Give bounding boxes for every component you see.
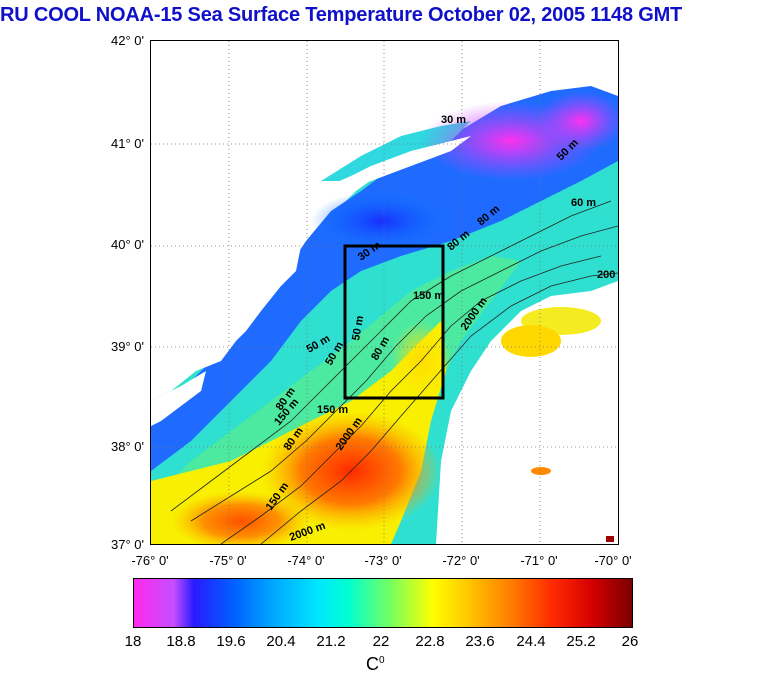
colorbar-tick: 20.4 <box>266 633 296 650</box>
lat-label: 41° 0' <box>111 136 144 151</box>
unit-letter: C <box>366 654 379 674</box>
sst-map: 30 m 50 m 80 m 80 m 60 m 30 m 150 m 50 m… <box>150 40 619 545</box>
land-delmarva <box>151 371 206 426</box>
cold-patch-2 <box>536 91 618 151</box>
colorbar-tick: 21.2 <box>316 633 346 650</box>
bathymetry-contours <box>170 200 618 544</box>
colorbar-tick: 25.2 <box>566 633 596 650</box>
colorbar-tick: 18.8 <box>166 633 196 650</box>
contour-label: 150 m <box>413 290 444 302</box>
lon-label: -70° 0' <box>594 553 632 568</box>
offshore-patch-4 <box>606 536 614 542</box>
contour-label: 150 m <box>317 404 348 416</box>
colorbar-tick: 24.4 <box>516 633 546 650</box>
contour-label: 200 <box>597 269 615 281</box>
colorbar-tick: 18 <box>124 633 142 650</box>
study-area-box <box>343 244 445 400</box>
land-long-island <box>316 136 471 193</box>
lat-label: 42° 0' <box>111 33 144 48</box>
lat-label: 40° 0' <box>111 237 144 252</box>
unit-superscript: 0 <box>379 655 385 666</box>
temperature-colorbar <box>133 578 633 628</box>
nearshore-cool-water <box>151 86 618 471</box>
colorbar-tick: 22.8 <box>415 633 445 650</box>
land-new-england <box>301 41 618 156</box>
lon-label: -75° 0' <box>209 553 247 568</box>
warm-core-2 <box>171 491 311 544</box>
lon-label: -71° 0' <box>520 553 558 568</box>
lon-label: -74° 0' <box>287 553 325 568</box>
lon-label: -72° 0' <box>442 553 480 568</box>
colorbar-tick: 19.6 <box>216 633 246 650</box>
offshore-patch-3 <box>531 467 551 475</box>
offshore-patch-2 <box>501 325 561 357</box>
lat-label: 39° 0' <box>111 339 144 354</box>
colorbar-unit: C0 <box>366 654 385 675</box>
sst-map-canvas: 30 m 50 m 80 m 80 m 60 m 30 m 150 m 50 m… <box>151 41 618 544</box>
blue-patch <box>311 191 451 251</box>
colorbar-tick: 26 <box>621 633 639 650</box>
lon-label: -73° 0' <box>364 553 402 568</box>
land-mainland <box>151 41 316 401</box>
colorbar-tick: 23.6 <box>465 633 495 650</box>
contour-label: 60 m <box>571 197 596 209</box>
contour-label: 50 m <box>350 315 366 342</box>
contour-label: 30 m <box>441 114 466 126</box>
lat-label: 37° 0' <box>111 537 144 552</box>
colorbar-tick: 22 <box>372 633 390 650</box>
lon-label: -76° 0' <box>131 553 169 568</box>
map-title: RU COOL NOAA-15 Sea Surface Temperature … <box>0 4 683 26</box>
lat-label: 38° 0' <box>111 439 144 454</box>
